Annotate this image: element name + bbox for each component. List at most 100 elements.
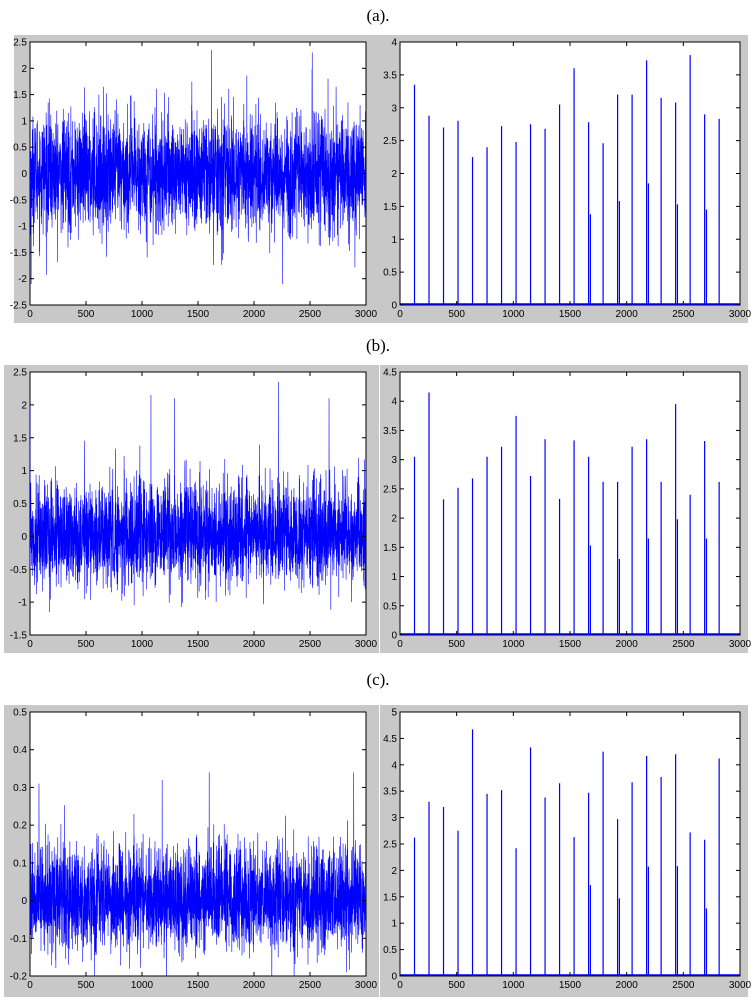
caption-a: (a). xyxy=(366,6,390,25)
y-tick-label: 4 xyxy=(391,38,397,49)
y-tick-label: 1.5 xyxy=(383,202,397,213)
y-tick-label: -0.5 xyxy=(10,195,28,206)
x-tick-label: 1000 xyxy=(502,980,525,991)
y-tick-label: 3.5 xyxy=(383,426,397,437)
y-tick-label: 1 xyxy=(391,235,397,246)
y-tick-label: 4 xyxy=(391,760,397,771)
x-tick-label: 0 xyxy=(397,980,403,991)
y-tick-label: -2 xyxy=(18,274,27,285)
y-tick-label: 0 xyxy=(391,631,397,642)
x-tick-label: 1000 xyxy=(502,639,525,650)
y-tick-label: 0.4 xyxy=(13,745,27,756)
y-tick-label: 2.5 xyxy=(383,136,397,147)
y-tick-label: -1.5 xyxy=(10,631,28,642)
chart-panel-b-left: 0 500 1000 1500 2000 2500 3000 -1.5 -1 -0.5 0 0.5 1 1… xyxy=(4,365,379,653)
plot-area xyxy=(399,711,741,977)
y-tick-label: 1.5 xyxy=(13,90,27,101)
x-tick-label: 1000 xyxy=(131,980,154,991)
chart-panel-c-right: 0 500 1000 1500 2000 2500 3000 0 0.5 1 1.5 2 2.5 3 3.5… xyxy=(380,705,752,997)
x-tick-label: 2000 xyxy=(243,639,266,650)
y-tick-label: 1 xyxy=(21,466,27,477)
x-tick-label: 500 xyxy=(448,309,465,320)
chart-panel-c-left: 0 500 1000 1500 2000 2500 3000 -0.2 -0.1 0 0.1 0.2 0… xyxy=(4,705,379,997)
x-tick-label: 2500 xyxy=(299,309,322,320)
y-tick-label: 3.5 xyxy=(383,787,397,798)
x-tick-label: 3000 xyxy=(355,639,378,650)
x-tick-label: 2000 xyxy=(616,309,639,320)
x-tick-label: 1500 xyxy=(559,980,582,991)
y-tick-label: 1.5 xyxy=(383,543,397,554)
y-tick-label: 2 xyxy=(21,64,27,75)
x-tick-label: 1500 xyxy=(187,309,210,320)
data-layer xyxy=(400,729,740,976)
x-tick-label: 0 xyxy=(27,309,33,320)
x-tick-label: 500 xyxy=(448,980,465,991)
y-tick-label: -1.5 xyxy=(10,248,28,259)
x-tick-label: 1500 xyxy=(559,639,582,650)
x-tick-label: 3000 xyxy=(729,639,752,650)
y-tick-label: -2.5 xyxy=(10,301,28,312)
y-tick-label: 2.5 xyxy=(383,840,397,851)
caption-b: (b). xyxy=(365,336,391,355)
x-tick-label: 500 xyxy=(78,309,95,320)
y-tick-label: 0.2 xyxy=(13,821,27,832)
y-tick-label: 1.5 xyxy=(383,892,397,903)
y-tick-label: 3.5 xyxy=(383,70,397,81)
plot-area xyxy=(399,41,741,306)
x-tick-label: 1000 xyxy=(131,639,154,650)
y-tick-label: 2 xyxy=(21,400,27,411)
x-tick-label: 2000 xyxy=(243,980,266,991)
y-tick-label: 0.3 xyxy=(13,783,27,794)
x-tick-label: 3000 xyxy=(355,309,378,320)
plot-area xyxy=(29,711,367,977)
x-tick-label: 500 xyxy=(78,639,95,650)
data-layer xyxy=(400,392,740,635)
data-layer xyxy=(30,772,366,976)
y-tick-label: 0 xyxy=(391,301,397,312)
y-tick-label: 0.5 xyxy=(13,143,27,154)
x-tick-label: 3000 xyxy=(729,309,752,320)
x-tick-label: 1500 xyxy=(187,639,210,650)
series-line xyxy=(30,772,366,976)
x-tick-label: 3000 xyxy=(729,980,752,991)
y-tick-label: 0.5 xyxy=(13,499,27,510)
x-tick-label: 1000 xyxy=(131,309,154,320)
y-tick-label: 5 xyxy=(391,708,397,719)
y-tick-label: 3 xyxy=(391,813,397,824)
y-tick-label: 1 xyxy=(391,572,397,583)
caption-c: (c). xyxy=(366,670,390,689)
x-tick-label: 2000 xyxy=(616,639,639,650)
y-tick-label: 4.5 xyxy=(383,734,397,745)
data-layer xyxy=(30,49,366,284)
y-tick-label: -1 xyxy=(18,598,27,609)
y-tick-label: 0.5 xyxy=(383,601,397,612)
y-tick-label: 2.5 xyxy=(13,38,27,49)
series-line xyxy=(30,381,366,613)
y-tick-label: 2 xyxy=(391,169,397,180)
series-line xyxy=(30,49,366,284)
x-tick-label: 0 xyxy=(397,309,403,320)
y-tick-label: 3 xyxy=(391,455,397,466)
y-tick-label: 0.5 xyxy=(13,708,27,719)
y-tick-label: 0.5 xyxy=(383,268,397,279)
y-tick-label: 0 xyxy=(21,532,27,543)
x-tick-label: 0 xyxy=(397,639,403,650)
x-tick-label: 2500 xyxy=(299,980,322,991)
y-tick-label: 1 xyxy=(21,116,27,127)
x-tick-label: 1000 xyxy=(502,309,525,320)
y-tick-label: -0.1 xyxy=(10,934,28,945)
y-tick-label: -1 xyxy=(18,222,27,233)
y-tick-label: -0.2 xyxy=(10,972,28,983)
plot-area xyxy=(399,371,741,636)
y-tick-label: 0 xyxy=(21,896,27,907)
y-tick-label: 3 xyxy=(391,103,397,114)
y-tick-label: 2 xyxy=(391,866,397,877)
x-tick-label: 0 xyxy=(27,980,33,991)
x-tick-label: 2500 xyxy=(299,639,322,650)
y-tick-label: 0 xyxy=(391,972,397,983)
y-tick-label: 0.5 xyxy=(383,945,397,956)
x-tick-label: 1500 xyxy=(559,309,582,320)
x-tick-label: 2500 xyxy=(672,639,695,650)
x-tick-label: 500 xyxy=(78,980,95,991)
